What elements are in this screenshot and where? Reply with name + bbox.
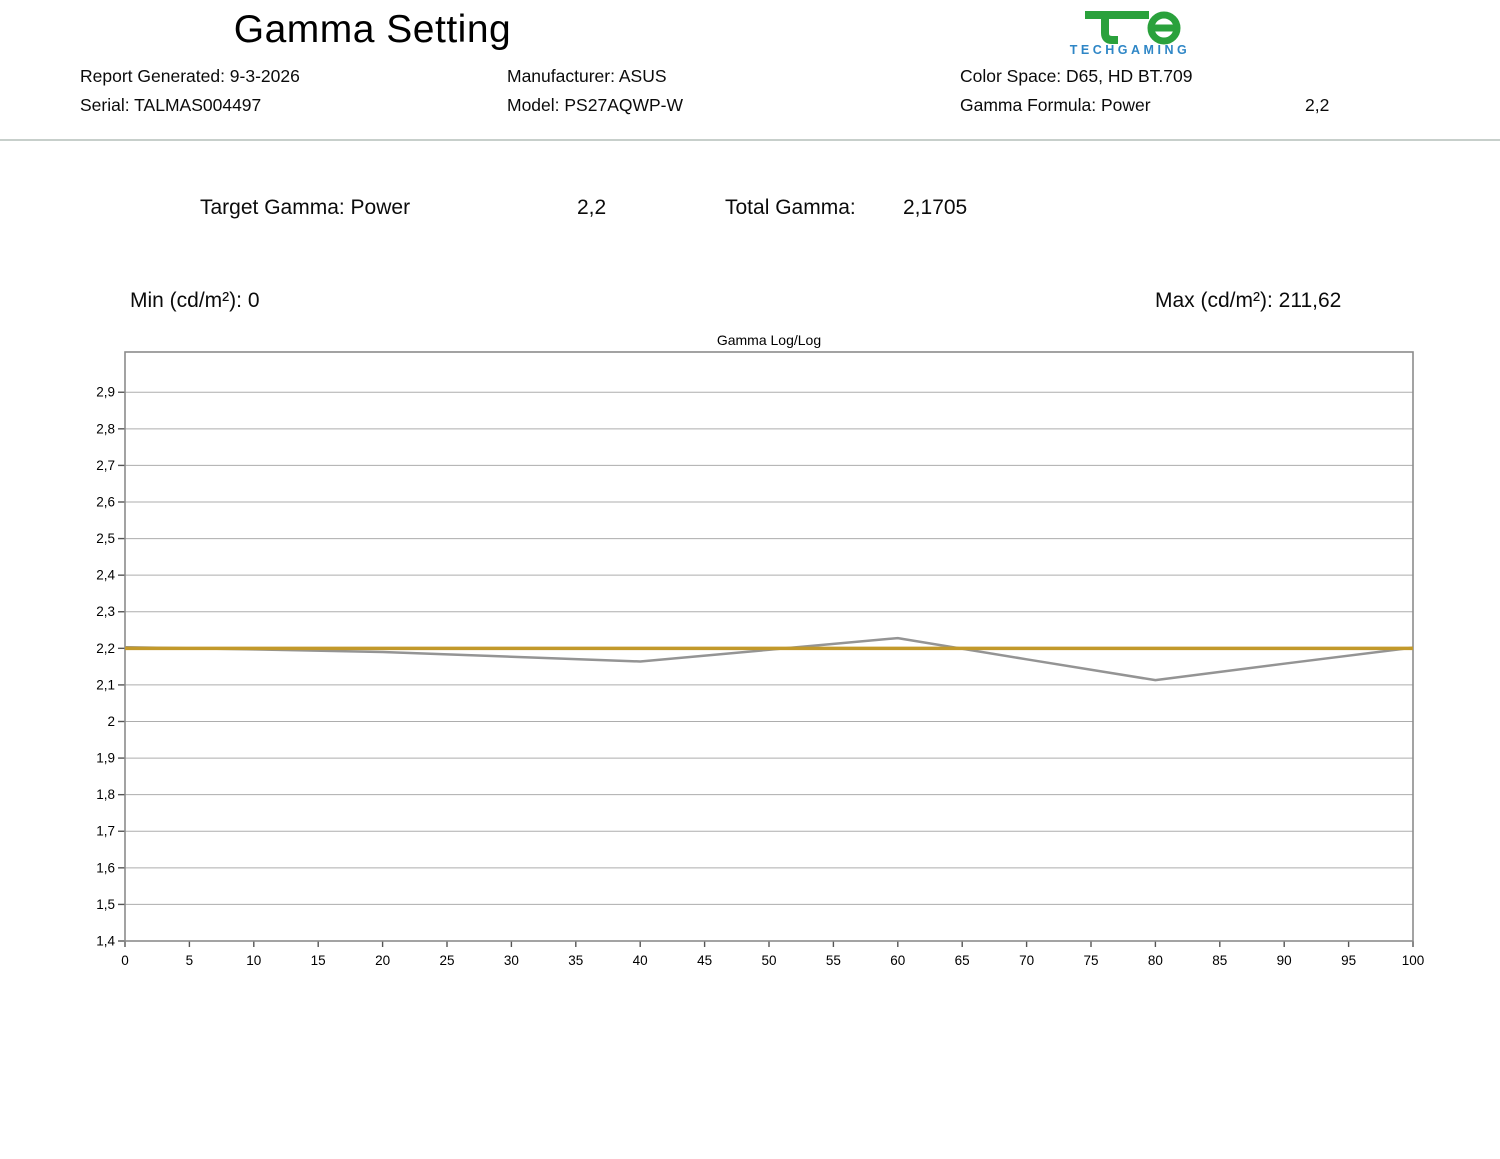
x-tick-label: 20 bbox=[375, 953, 390, 968]
target-gamma-value: 2,2 bbox=[577, 196, 607, 219]
techgaming-logo-text: TECHGAMING bbox=[1070, 43, 1190, 57]
x-tick-label: 30 bbox=[504, 953, 519, 968]
y-tick-label: 1,9 bbox=[96, 751, 115, 766]
y-tick-label: 2,7 bbox=[96, 458, 115, 473]
chart-title: Gamma Log/Log bbox=[717, 332, 821, 348]
x-tick-label: 15 bbox=[311, 953, 326, 968]
y-tick-label: 2 bbox=[107, 714, 115, 729]
max-luminance-label: Max (cd/m²): 211,62 bbox=[1155, 289, 1342, 312]
series-measured-gamma bbox=[124, 636, 1414, 682]
manufacturer-label: Manufacturer: ASUS bbox=[507, 66, 667, 86]
header-divider bbox=[0, 139, 1500, 141]
x-tick-label: 25 bbox=[439, 953, 454, 968]
y-tick-label: 1,5 bbox=[96, 897, 115, 912]
techgaming-logo: TECHGAMING bbox=[1045, 6, 1215, 58]
y-tick-label: 2,2 bbox=[96, 641, 115, 656]
color-space-label: Color Space: D65, HD BT.709 bbox=[960, 66, 1193, 86]
serial-label: Serial: TALMAS004497 bbox=[80, 95, 262, 115]
page-title: Gamma Setting bbox=[233, 8, 512, 51]
y-tick-label: 2,6 bbox=[96, 494, 115, 509]
min-luminance-label: Min (cd/m²): 0 bbox=[130, 289, 260, 312]
x-tick-label: 10 bbox=[246, 953, 261, 968]
plot-border bbox=[124, 351, 1414, 942]
y-tick-label: 1,4 bbox=[96, 934, 115, 949]
gamma-formula-value: 2,2 bbox=[1305, 95, 1330, 115]
x-tick-label: 0 bbox=[121, 953, 129, 968]
total-gamma-value: 2,1705 bbox=[903, 196, 968, 219]
x-tick-label: 100 bbox=[1402, 953, 1425, 968]
gamma-chart-container: Gamma Log/Log 2,9 2,8 2,7 2,6 2,5 2,4 2,3 2,2 2,1… bbox=[0, 330, 1500, 995]
gamma-log-log-chart: Gamma Log/Log 2,9 2,8 2,7 2,6 2,5 2,4 2,3 2,2 2,1… bbox=[96, 332, 1425, 968]
x-tick-label: 45 bbox=[697, 953, 712, 968]
y-tick-label: 1,6 bbox=[96, 860, 115, 875]
x-tick-label: 60 bbox=[890, 953, 905, 968]
report-generated-label: Report Generated: 9-3-2026 bbox=[80, 66, 300, 86]
x-tick-label: 85 bbox=[1212, 953, 1227, 968]
model-label: Model: PS27AQWP-W bbox=[507, 95, 684, 115]
y-tick-label: 2,1 bbox=[96, 677, 115, 692]
x-tick-label: 35 bbox=[568, 953, 583, 968]
x-tick-label: 80 bbox=[1148, 953, 1163, 968]
total-gamma-label: Total Gamma: bbox=[725, 196, 856, 219]
y-tick-label: 2,8 bbox=[96, 421, 115, 436]
y-tick-label: 1,7 bbox=[96, 824, 115, 839]
techgaming-logo-icon: TECHGAMING bbox=[1070, 11, 1190, 57]
x-tick-label: 70 bbox=[1019, 953, 1034, 968]
x-tick-label: 65 bbox=[955, 953, 970, 968]
x-tick-label: 75 bbox=[1083, 953, 1098, 968]
y-tick-label: 2,9 bbox=[96, 385, 115, 400]
x-tick-label: 5 bbox=[186, 953, 194, 968]
x-tick-label: 55 bbox=[826, 953, 841, 968]
y-tick-label: 1,8 bbox=[96, 787, 115, 802]
target-gamma-label: Target Gamma: Power bbox=[200, 196, 411, 219]
y-tick-label: 2,3 bbox=[96, 604, 115, 619]
x-tick-label: 50 bbox=[761, 953, 776, 968]
y-tick-label: 2,4 bbox=[96, 568, 115, 583]
x-tick-label: 40 bbox=[633, 953, 648, 968]
gamma-formula-label: Gamma Formula: Power bbox=[960, 95, 1151, 115]
y-tick-label: 2,5 bbox=[96, 531, 115, 546]
x-tick-label: 90 bbox=[1277, 953, 1292, 968]
x-tick-label: 95 bbox=[1341, 953, 1356, 968]
